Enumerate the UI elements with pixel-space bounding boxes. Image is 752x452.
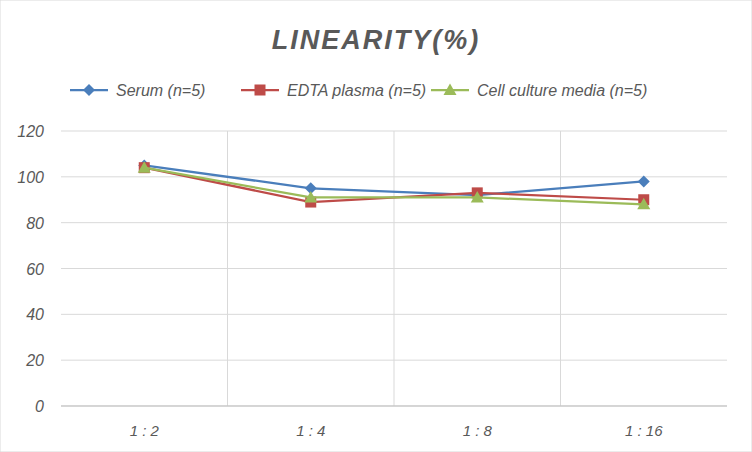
category-separator — [227, 131, 228, 406]
x-tick-label: 1 : 4 — [296, 422, 325, 439]
y-tick-label: 80 — [26, 215, 44, 232]
x-axis — [61, 406, 727, 407]
category-separator — [394, 131, 395, 406]
background — [0, 0, 752, 452]
chart-root: LINEARITY(%) 0 20 40 60 80 100 120 1 : 2 1 : 4 1 :… — [0, 0, 752, 452]
y-tick-label: 40 — [26, 306, 44, 323]
legend-label: Serum (n=5) — [116, 82, 205, 99]
legend-marker — [444, 84, 457, 96]
y-tick-label: 60 — [26, 261, 44, 278]
data-point — [138, 161, 151, 173]
y-tick-label: 120 — [17, 123, 44, 140]
series-line — [144, 168, 644, 205]
data-point — [638, 175, 650, 187]
legend-label: Cell culture media (n=5) — [477, 82, 647, 99]
data-point — [304, 191, 317, 203]
data-point — [637, 198, 650, 210]
data-point — [471, 191, 484, 203]
y-tick-label: 20 — [25, 352, 44, 369]
grid-line — [61, 406, 727, 407]
legend-label: EDTA plasma (n=5) — [287, 82, 426, 99]
y-tick-label: 0 — [35, 398, 44, 415]
chart-svg: LINEARITY(%) 0 20 40 60 80 100 120 1 : 2 1 : 4 1 :… — [0, 0, 752, 452]
title: LINEARITY(%) — [272, 25, 481, 55]
y-tick-label: 100 — [17, 169, 44, 186]
x-tick-label: 1 : 8 — [463, 422, 493, 439]
x-tick-label: 1 : 2 — [130, 422, 160, 439]
legend-marker — [83, 84, 95, 96]
category-separator — [560, 131, 561, 406]
plot-area — [138, 159, 651, 209]
x-tick-label: 1 : 16 — [625, 422, 663, 439]
legend-marker — [255, 85, 266, 96]
